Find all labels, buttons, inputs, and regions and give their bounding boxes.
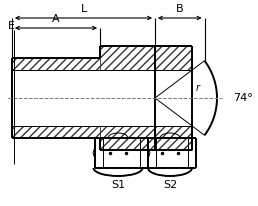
Text: L: L — [80, 4, 87, 14]
Text: S1: S1 — [111, 180, 125, 190]
Bar — [155, 46, 192, 70]
Bar — [100, 126, 155, 150]
Bar — [155, 126, 192, 150]
Bar — [155, 46, 192, 70]
Bar — [155, 126, 192, 150]
Bar — [100, 126, 155, 150]
Bar — [100, 46, 155, 70]
Bar — [100, 46, 155, 70]
Bar — [12, 58, 100, 70]
Bar — [12, 58, 100, 70]
Text: B: B — [176, 4, 184, 14]
Text: E: E — [8, 21, 15, 31]
Text: S2: S2 — [163, 180, 177, 190]
Text: A: A — [52, 14, 60, 24]
Text: r: r — [196, 83, 200, 93]
Bar — [12, 126, 100, 138]
Text: 74°: 74° — [233, 93, 253, 103]
Bar — [12, 126, 100, 138]
